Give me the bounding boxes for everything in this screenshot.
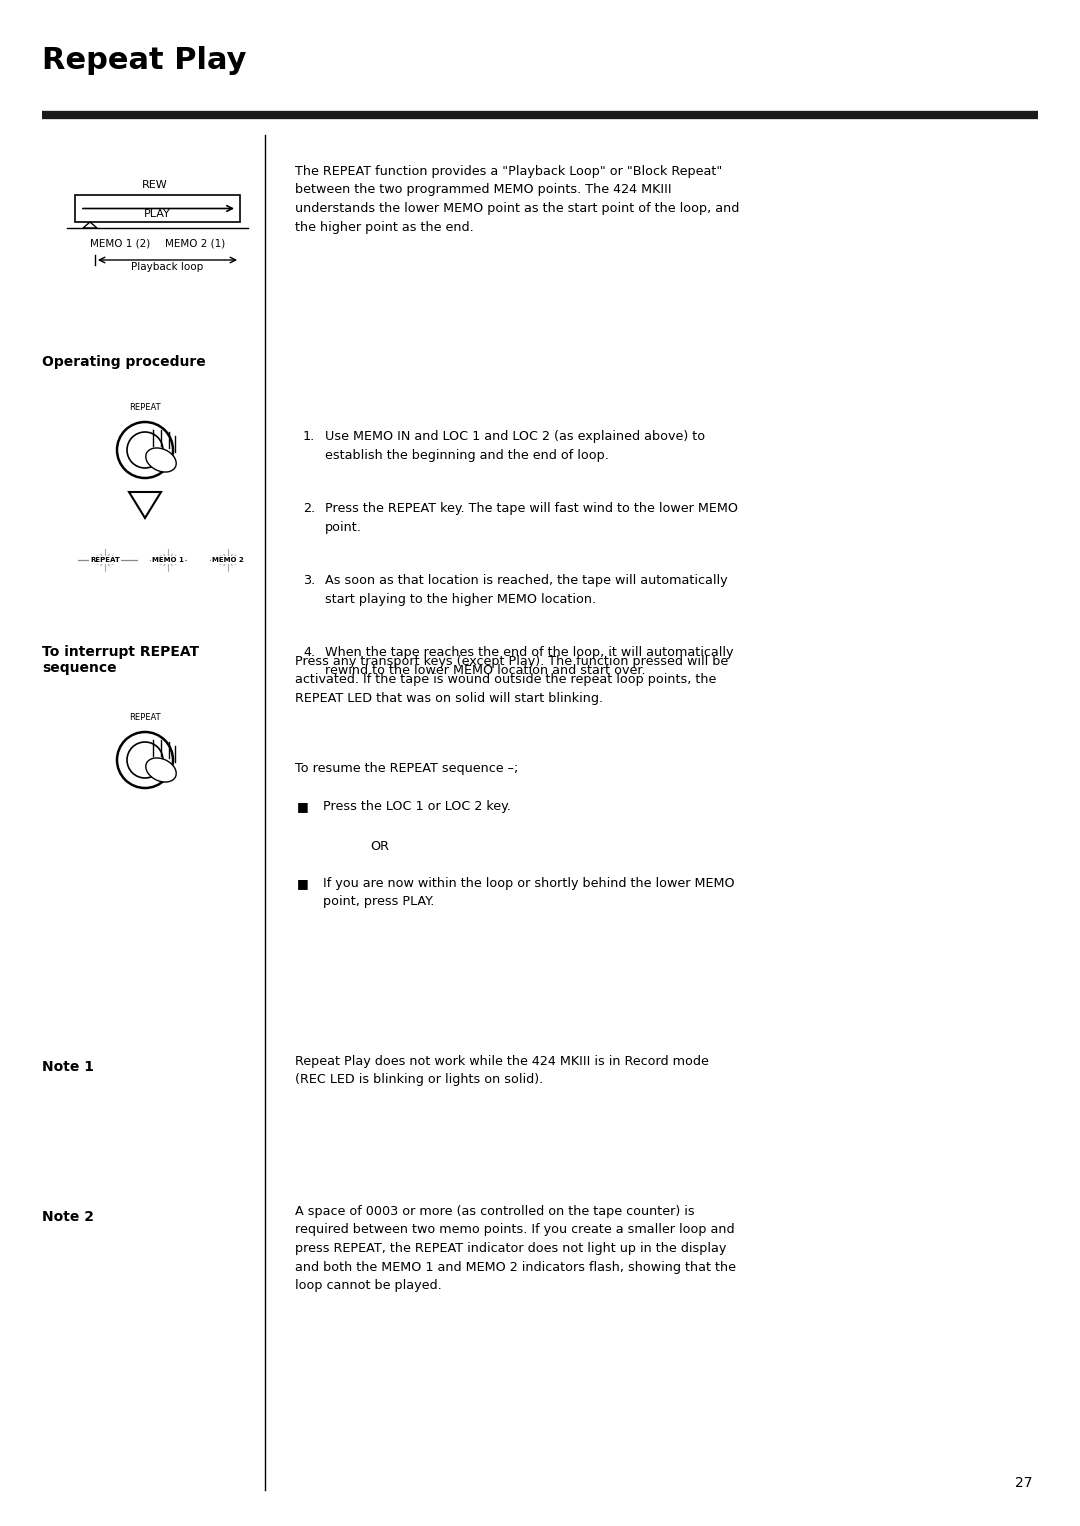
Polygon shape [83,221,97,227]
Ellipse shape [146,449,176,472]
Text: Press any transport keys (except Play). The function pressed will be
activated. : Press any transport keys (except Play). … [295,655,728,705]
Text: Press the LOC 1 or LOC 2 key.: Press the LOC 1 or LOC 2 key. [323,800,511,813]
Text: 2.: 2. [303,502,315,514]
Text: A space of 0003 or more (as controlled on the tape counter) is
required between : A space of 0003 or more (as controlled o… [295,1206,735,1293]
Text: REW: REW [143,180,167,191]
Text: Repeat Play: Repeat Play [42,46,246,75]
Text: MEMO 1: MEMO 1 [152,557,184,563]
Circle shape [117,732,173,787]
Bar [75,195,240,221]
Ellipse shape [146,758,176,781]
Bar [137,494,153,501]
Text: Repeat Play does not work while the 424 MKIII is in Record mode
(REC LED is blin: Repeat Play does not work while the 424 … [295,1054,708,1087]
Text: OR: OR [370,839,389,853]
Text: When the tape reaches the end of the loop, it will automatically
rewind to the l: When the tape reaches the end of the loo… [325,645,733,678]
Text: 1.: 1. [303,430,315,443]
Text: As soon as that location is reached, the tape will automatically
start playing t: As soon as that location is reached, the… [325,574,728,606]
Text: The REPEAT function provides a "Playback Loop" or "Block Repeat"
between the two: The REPEAT function provides a "Playback… [295,165,740,233]
Text: ■: ■ [297,877,309,890]
Text: REPEAT: REPEAT [90,557,120,563]
Text: REPEAT: REPEAT [130,403,161,412]
Text: MEMO 2 (1): MEMO 2 (1) [165,238,225,249]
Circle shape [117,423,173,478]
Text: ■: ■ [297,800,309,813]
Text: Press the REPEAT key. The tape will fast wind to the lower MEMO
point.: Press the REPEAT key. The tape will fast… [325,502,738,534]
Text: REPEAT: REPEAT [130,713,161,722]
Text: To resume the REPEAT sequence –;: To resume the REPEAT sequence –; [295,761,518,775]
Circle shape [127,432,163,468]
Text: 4.: 4. [303,645,315,659]
Text: To interrupt REPEAT
sequence: To interrupt REPEAT sequence [42,645,199,674]
Text: MEMO 2: MEMO 2 [212,557,244,563]
Text: If you are now within the loop or shortly behind the lower MEMO
point, press PLA: If you are now within the loop or shortl… [323,877,734,908]
Text: MEMO 1 (2): MEMO 1 (2) [90,238,150,249]
Text: Operating procedure: Operating procedure [42,356,206,369]
Text: Note 1: Note 1 [42,1061,94,1074]
Circle shape [127,742,163,778]
Text: 3.: 3. [303,574,315,588]
Text: Note 2: Note 2 [42,1210,94,1224]
Polygon shape [129,491,161,517]
Text: 27: 27 [1014,1476,1032,1489]
Text: Playback loop: Playback loop [132,262,204,272]
Text: PLAY: PLAY [144,209,171,220]
Text: Use MEMO IN and LOC 1 and LOC 2 (as explained above) to
establish the beginning : Use MEMO IN and LOC 1 and LOC 2 (as expl… [325,430,705,461]
